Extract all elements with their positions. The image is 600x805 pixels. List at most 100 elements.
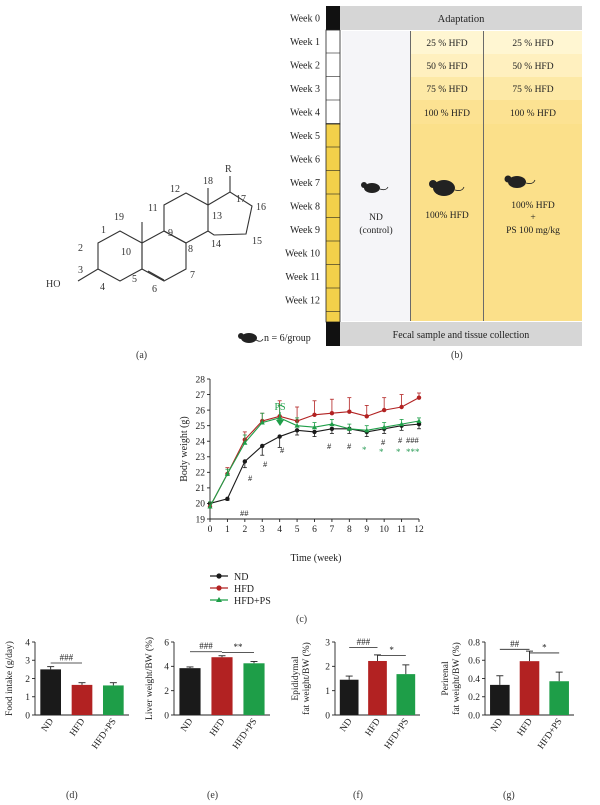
hfd-column (411, 124, 483, 321)
c-hash-wk4: # (280, 445, 285, 455)
c-point-1-11 (399, 404, 404, 410)
double-bond (147, 270, 165, 281)
ps-ramp-4-label: 100 % HFD (510, 109, 556, 119)
c-point-0-2 (242, 459, 248, 464)
bar-1-hfdps (243, 663, 265, 715)
atom-17: 17 (236, 194, 246, 205)
bar-3-sig-0: ## (510, 639, 520, 649)
c-point-2-6 (311, 424, 318, 430)
ps-ramp-1 (484, 31, 582, 54)
bar-1-xtick-0: ND (179, 717, 195, 734)
bar-0-ytick-1: 1 (25, 693, 30, 703)
legend-hfdps: HFD+PS (234, 596, 271, 607)
bar-3-xtick-0: ND (489, 717, 505, 734)
atom-8: 8 (188, 244, 193, 255)
bar-0-hfd (71, 684, 93, 715)
atom-6: 6 (152, 284, 157, 295)
c-ytick-7: 26 (196, 406, 206, 416)
hfd-ramp-3 (411, 77, 483, 100)
c-ytick-4: 23 (196, 453, 206, 463)
c-point-1-7 (329, 411, 335, 416)
hfd-ramp-3-label: 75 % HFD (426, 85, 467, 95)
atom-5: 5 (132, 274, 137, 285)
bar-2-ytick-3: 3 (325, 638, 330, 648)
sample-size-label: n = 6/group (264, 333, 311, 344)
ps-column (484, 124, 582, 321)
bar-1-ytick-3: 6 (164, 638, 169, 648)
c-point-0-7 (329, 426, 335, 431)
c-ytick-6: 25 (196, 422, 206, 432)
c-xtick-6: 6 (312, 525, 317, 535)
panel-e-label: (e) (207, 790, 218, 801)
nd-column (342, 31, 410, 321)
nd-group-label: ND (369, 213, 383, 223)
bar-1-nd (179, 668, 201, 715)
adaptation-bar (340, 6, 582, 30)
legend-hfdps-marker (216, 597, 222, 602)
c-star-wk9: * (362, 445, 367, 455)
week-label-7: Week 7 (290, 178, 320, 189)
ps-group-label-1: 100% HFD (511, 201, 555, 211)
week-label-12: Week 12 (285, 296, 320, 307)
bar-panel-0: 0 1 2 3 4 Food intake (g/day) ND HFD HFD+PS ### (4, 638, 129, 751)
bar-2-ytick-2: 2 (325, 663, 330, 673)
c-ytick-5: 24 (196, 438, 206, 448)
c-legend: ND HFD HFD+PS (210, 572, 271, 607)
mouse-icon-hfd (429, 180, 465, 196)
ps-ramp-2 (484, 54, 582, 77)
ps-group-label-3: PS 100 mg/kg (506, 226, 560, 236)
bar-0-ytick-2: 2 (25, 675, 30, 685)
week-label-2: Week 2 (290, 61, 320, 72)
bar-panel-3: 0.0 0.2 0.4 0.6 0.8 Perirenal fat weight/BW (%… (441, 638, 574, 751)
adaptation-label: Adaptation (438, 14, 485, 25)
c-series-nd (207, 421, 422, 507)
c-xtick-5: 5 (295, 525, 300, 535)
bar-2-xtick-2: HFD+PS (383, 717, 411, 751)
c-ytick-8: 27 (196, 391, 206, 401)
c-xtick-2: 2 (242, 525, 247, 535)
ps-arrow-label: PS (274, 402, 285, 413)
bar-1-ytick-1: 2 (164, 687, 169, 697)
bar-0-ytick-0: 0 (25, 711, 30, 721)
bar-0-xtick-2: HFD+PS (91, 717, 119, 751)
c-star-wk11: * (396, 447, 401, 457)
bar-3-ylabel-0: Perirenal (441, 661, 451, 696)
bar-3-ytick-2: 0.4 (468, 675, 480, 685)
c-ytick-3: 22 (196, 469, 206, 479)
atom-7: 7 (190, 270, 195, 281)
timeline-end-block (326, 322, 340, 346)
atom-12: 12 (170, 184, 180, 195)
atom-3: 3 (78, 265, 83, 276)
hfd-ramp-4 (411, 100, 483, 124)
atom-19: 19 (114, 212, 124, 223)
bar-3-xtick-2: HFD+PS (536, 717, 564, 751)
mouse-icon-nd (361, 182, 389, 193)
week-label-3: Week 3 (290, 84, 320, 95)
ps-ramp-3 (484, 77, 582, 100)
ps-ramp-4 (484, 100, 582, 124)
c-hash-wk12: ### (406, 435, 420, 445)
c-ytick-9: 28 (196, 375, 206, 385)
c-xtick-10: 10 (379, 525, 389, 535)
atom-16: 16 (256, 202, 266, 213)
c-point-2-1 (224, 471, 231, 476)
bar-0-xtick-1: HFD (68, 717, 87, 738)
legend-hfd-marker (216, 585, 222, 591)
ps-ramp-1-label: 25 % HFD (512, 39, 553, 49)
bar-0-nd (40, 669, 62, 715)
bar-3-ytick-0: 0.0 (468, 711, 480, 721)
bar-0-sig-0: ### (60, 652, 74, 662)
bar-1-ytick-0: 0 (164, 711, 169, 721)
week-label-1: Week 1 (290, 37, 320, 48)
bar-0-ylabel: Food intake (g/day) (4, 641, 15, 716)
c-point-1-6 (312, 412, 317, 417)
week-label-11: Week 11 (285, 272, 320, 283)
timeline-ramp-block (325, 29, 341, 125)
bar-1-hfd (211, 657, 233, 715)
c-point-2-9 (364, 427, 370, 433)
collection-bar (340, 322, 582, 346)
ps-arrow-head-icon (276, 420, 284, 426)
c-ytick-0: 19 (196, 515, 206, 525)
atom-13: 13 (212, 211, 222, 222)
